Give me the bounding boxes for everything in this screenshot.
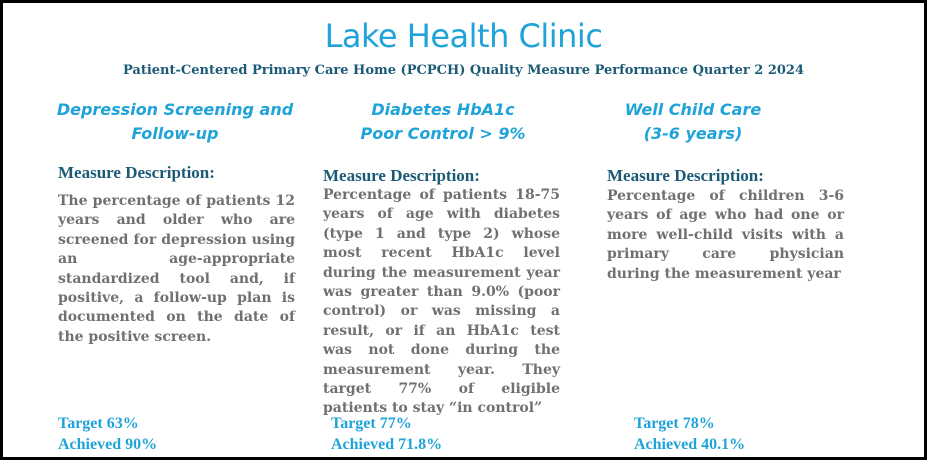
page-subtitle: Patient-Centered Primary Care Home (PCPC… (122, 63, 805, 78)
measure-heading-line: Well Child Care (624, 100, 762, 119)
measure-description-label: Measure Description: (323, 166, 480, 185)
target-value: Target 63% (58, 415, 139, 432)
measure-heading-depression: Depression Screening and Follow-up (55, 98, 295, 146)
measure-description: Percentage of patients 18-75 years of ag… (323, 187, 560, 417)
measure-results: Target 63% Achieved 90% (58, 413, 157, 455)
measure-description: Percentage of children 3-6 years of age … (607, 188, 844, 282)
measure-heading-line: Diabetes HbA1c (371, 100, 515, 119)
measure-description: The percentage of patients 12 years and … (58, 193, 295, 345)
measure-results: Target 78% Achieved 40.1% (634, 413, 745, 455)
measure-heading-diabetes: Diabetes HbA1c Poor Control > 9% (323, 98, 563, 146)
measure-description-label: Measure Description: (58, 163, 215, 182)
achieved-value: Achieved 90% (58, 436, 158, 453)
achieved-value: Achieved 71.8% (331, 436, 443, 453)
measure-heading-line: Follow-up (131, 124, 219, 143)
measure-heading-well-child: Well Child Care (3-6 years) (573, 98, 813, 146)
measure-description-label: Measure Description: (607, 166, 764, 185)
achieved-value: Achieved 40.1% (634, 436, 746, 453)
page-title: Lake Health Clinic (324, 17, 603, 55)
target-value: Target 78% (634, 415, 715, 432)
measure-results: Target 77% Achieved 71.8% (331, 413, 442, 455)
measure-heading-line: Depression Screening and (56, 100, 294, 119)
target-value: Target 77% (331, 415, 412, 432)
measure-heading-line: (3-6 years) (643, 124, 743, 143)
measure-heading-line: Poor Control > 9% (360, 124, 526, 143)
